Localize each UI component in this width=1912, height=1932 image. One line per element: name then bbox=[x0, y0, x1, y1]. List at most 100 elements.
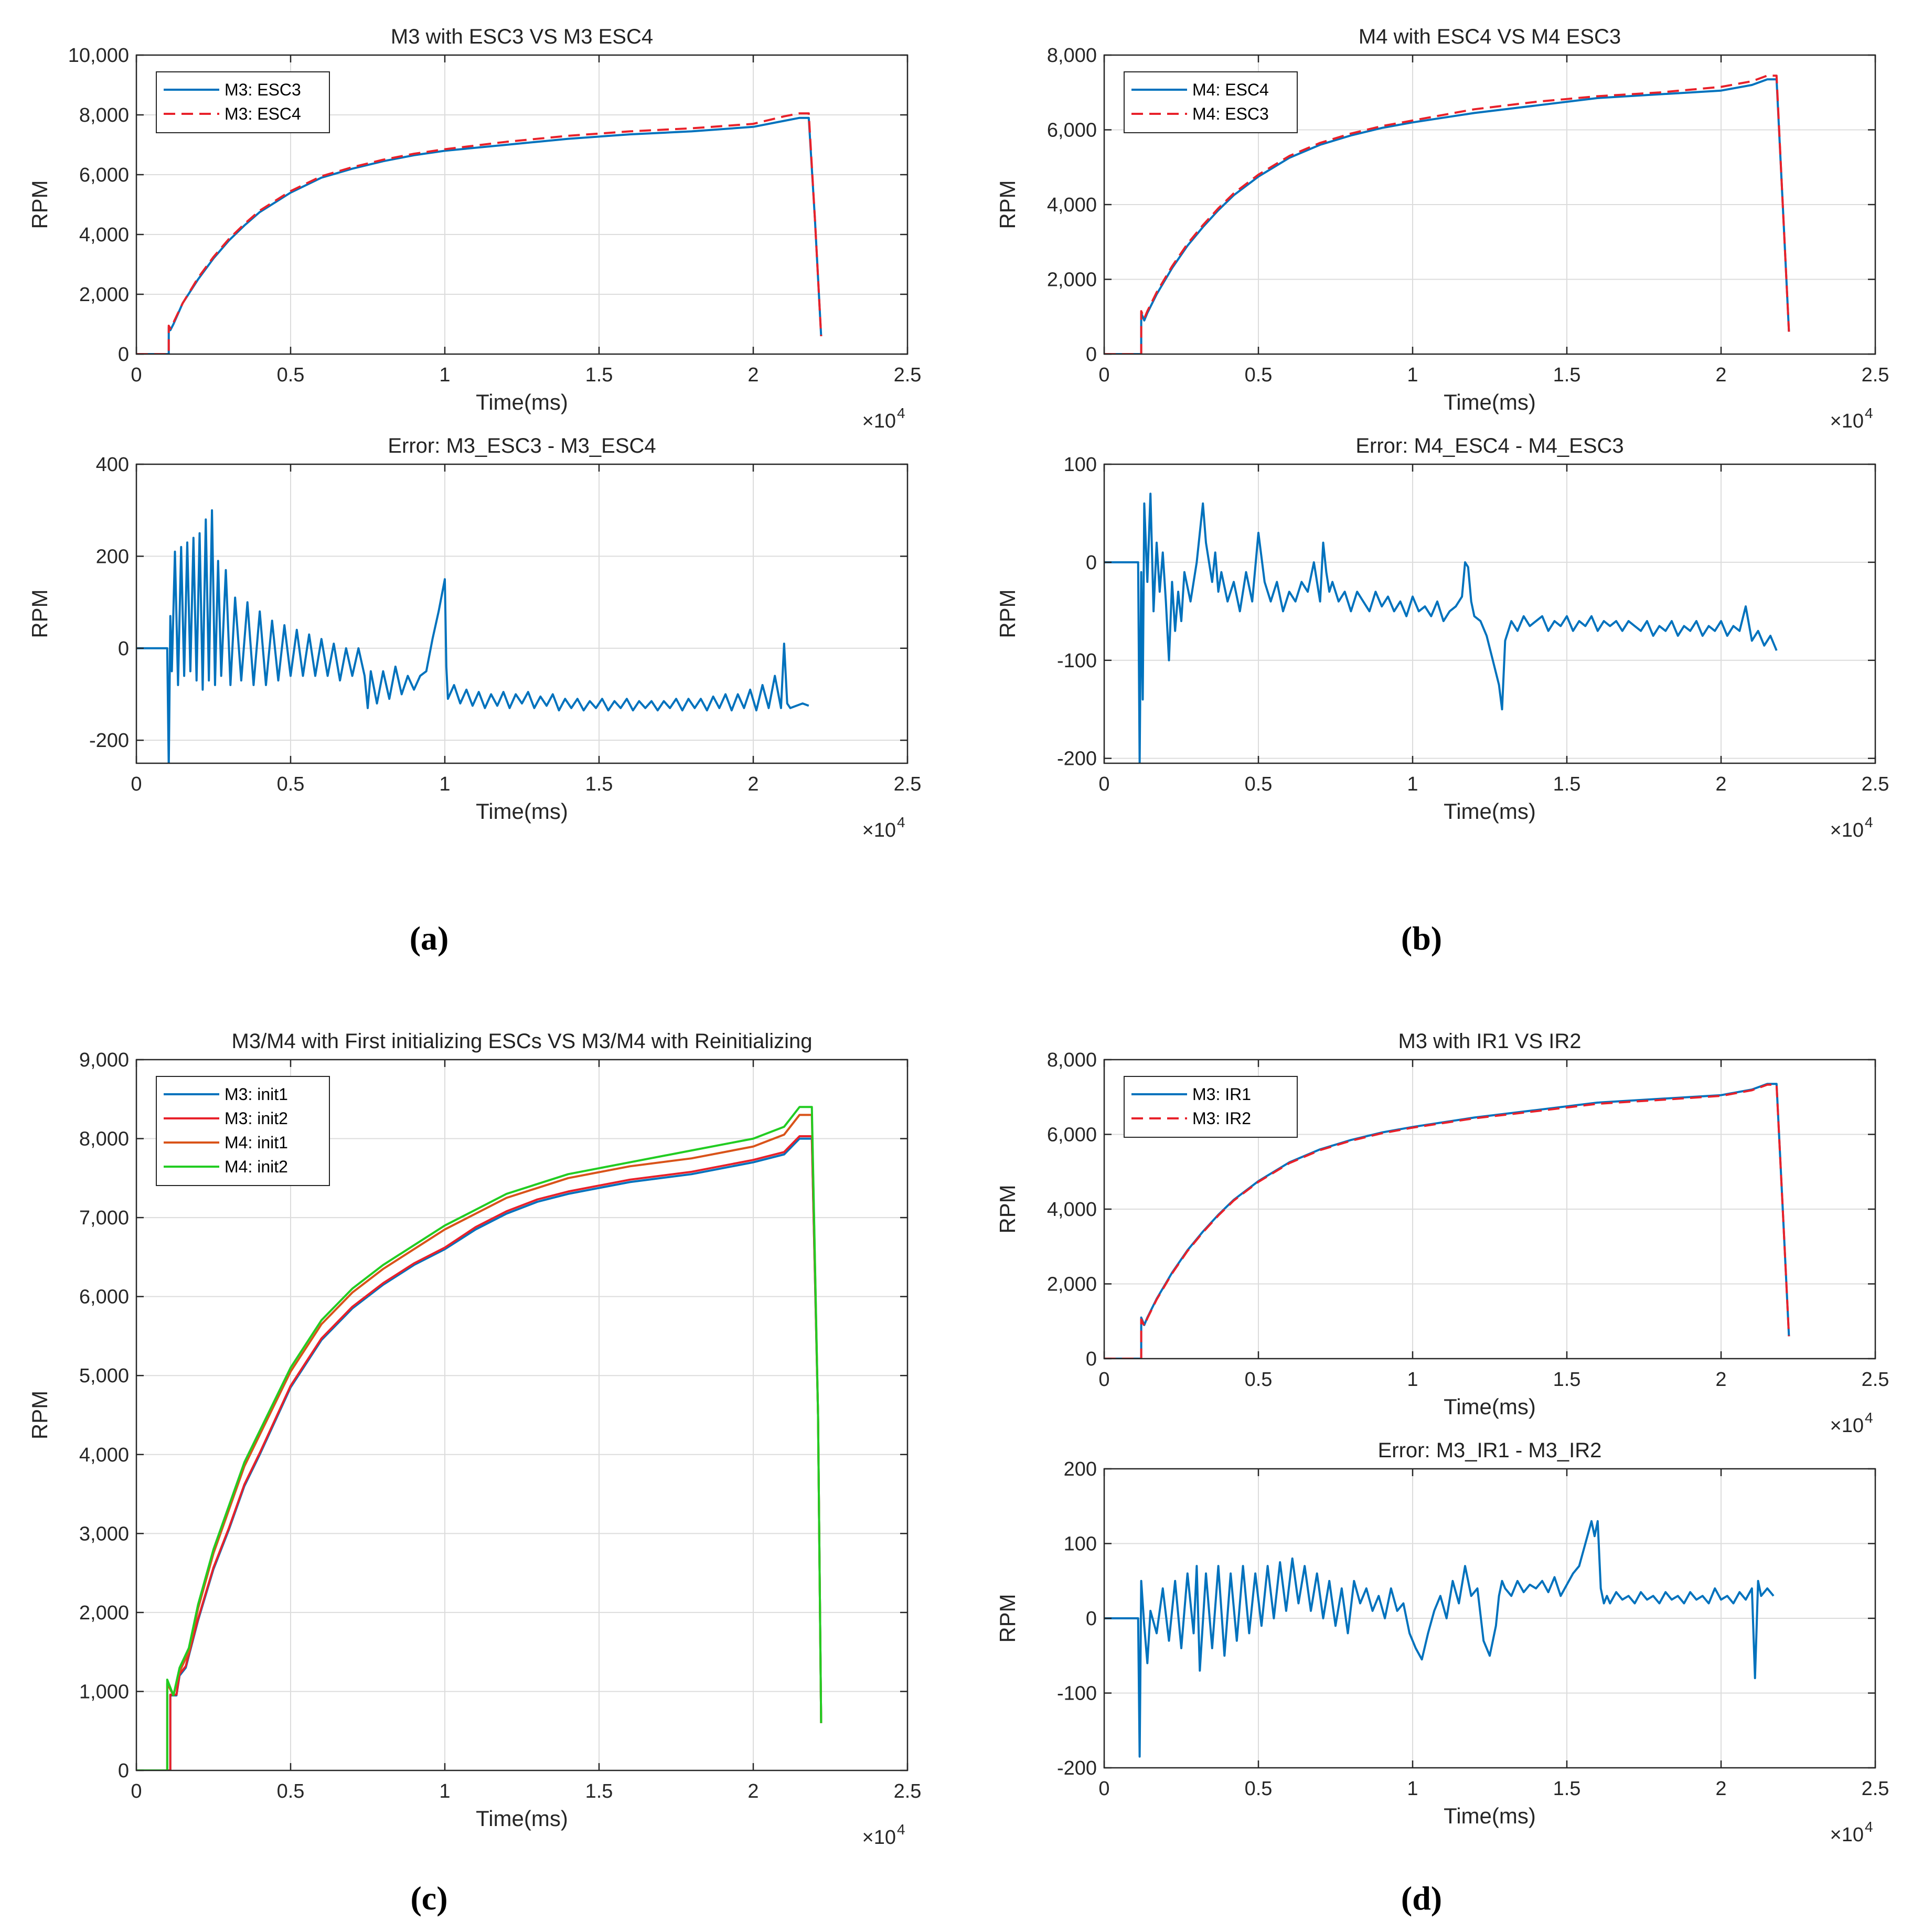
y-axis-label: RPM bbox=[995, 589, 1020, 638]
series-line-m3-init2 bbox=[136, 1135, 823, 1770]
chart-title: M3 with ESC3 VS M3 ESC4 bbox=[391, 25, 653, 48]
legend-label: M4: ESC4 bbox=[1192, 80, 1269, 99]
x-tick-label: 0.5 bbox=[277, 364, 305, 386]
y-tick-label: 2,000 bbox=[1047, 269, 1097, 291]
x-tick-label: 2 bbox=[747, 1780, 759, 1802]
x-axis-exponent-base: ×10 bbox=[1830, 410, 1864, 432]
y-tick-label: 10,000 bbox=[68, 45, 129, 67]
y-tick-label: 0 bbox=[118, 344, 129, 366]
legend-label: M3: init1 bbox=[225, 1085, 288, 1104]
series-line-m3-esc4 bbox=[136, 112, 823, 354]
chart-title: Error: M4_ESC4 - M4_ESC3 bbox=[1355, 434, 1623, 457]
y-tick-label: 6,000 bbox=[1047, 120, 1097, 142]
legend-label: M4: init2 bbox=[225, 1157, 288, 1176]
y-tick-label: 7,000 bbox=[79, 1207, 129, 1229]
x-tick-label: 2 bbox=[747, 364, 759, 386]
y-tick-label: -200 bbox=[1057, 1757, 1097, 1779]
x-tick-label: 2.5 bbox=[1862, 1778, 1889, 1800]
x-axis-exponent-power: 4 bbox=[1865, 1410, 1873, 1426]
y-tick-label: 100 bbox=[1064, 454, 1097, 476]
x-tick-label: 1.5 bbox=[585, 364, 613, 386]
y-tick-label: 4,000 bbox=[1047, 194, 1097, 216]
x-tick-label: 0 bbox=[1098, 773, 1109, 795]
axes-frame bbox=[135, 54, 909, 355]
y-tick-label: 8,000 bbox=[79, 1128, 129, 1150]
chart-b-bottom: 0 0.5 1 1.5 2 2.5 -200 -100 0 100 Error: M4_ESC4 -… bbox=[995, 434, 1889, 841]
y-tick-label: 200 bbox=[96, 546, 129, 568]
legend-label: M3: ESC4 bbox=[225, 104, 301, 123]
axes-frame bbox=[1103, 463, 1876, 764]
x-tick-label: 0.5 bbox=[1245, 773, 1273, 795]
y-tick-label: 400 bbox=[96, 454, 129, 476]
chart-title: Error: M3_IR1 - M3_IR2 bbox=[1378, 1439, 1602, 1462]
x-tick-label: 0.5 bbox=[277, 773, 305, 795]
x-axis-exponent: ×10 bbox=[862, 819, 896, 841]
x-tick-label: 2.5 bbox=[894, 364, 922, 386]
legend-label: M3: ESC3 bbox=[225, 80, 301, 99]
axes-frame bbox=[135, 1059, 909, 1771]
series-line-m4-esc3 bbox=[1104, 74, 1790, 354]
chart-c: 0 0.5 1 1.5 2 2.5 0 1,000 2,000 3,000 4,000 5,000 6,… bbox=[27, 1030, 921, 1849]
y-tick-label: 0 bbox=[1086, 552, 1097, 574]
y-axis-label: RPM bbox=[27, 1391, 52, 1439]
x-axis-exponent: ×10 bbox=[1830, 410, 1864, 432]
x-tick-label: 1 bbox=[1407, 364, 1418, 386]
y-tick-label: 8,000 bbox=[1047, 45, 1097, 67]
x-tick-label: 2 bbox=[1715, 364, 1726, 386]
x-tick-label: 1 bbox=[439, 364, 450, 386]
x-tick-label: 1.5 bbox=[1553, 1369, 1581, 1391]
y-tick-label: -100 bbox=[1057, 650, 1097, 672]
x-axis-label: Time(ms) bbox=[476, 799, 568, 824]
y-tick-label: 6,000 bbox=[79, 164, 129, 186]
y-tick-label: 100 bbox=[1064, 1533, 1097, 1555]
legend-label: M4: init1 bbox=[225, 1133, 288, 1152]
y-tick-label: 3,000 bbox=[79, 1523, 129, 1545]
x-axis-exponent: ×10 bbox=[1830, 1415, 1864, 1437]
y-axis-label: RPM bbox=[995, 180, 1020, 229]
x-axis-label: Time(ms) bbox=[476, 390, 568, 414]
x-axis-exponent: ×10 bbox=[1830, 1824, 1864, 1846]
series-line-m4-init2 bbox=[136, 1106, 823, 1770]
y-tick-label: 4,000 bbox=[79, 224, 129, 246]
x-tick-label: 0 bbox=[1098, 364, 1109, 386]
series-line-error bbox=[136, 509, 809, 763]
x-axis-label: Time(ms) bbox=[1444, 390, 1536, 414]
y-tick-label: -100 bbox=[1057, 1683, 1097, 1705]
caption-b: (b) bbox=[1401, 920, 1442, 957]
x-tick-label: 2 bbox=[1715, 1369, 1726, 1391]
x-tick-label: 1 bbox=[1407, 1778, 1418, 1800]
y-axis-label: RPM bbox=[27, 589, 52, 638]
y-tick-label: -200 bbox=[89, 730, 129, 752]
y-tick-label: 4,000 bbox=[79, 1444, 129, 1466]
x-axis-exponent-base: ×10 bbox=[1830, 819, 1864, 841]
y-tick-label: 1,000 bbox=[79, 1681, 129, 1703]
x-tick-label: 2 bbox=[1715, 1778, 1726, 1800]
x-tick-label: 0.5 bbox=[1245, 1369, 1273, 1391]
x-tick-label: 2.5 bbox=[1862, 1369, 1889, 1391]
series-line-m4-init1 bbox=[136, 1114, 823, 1770]
x-tick-label: 2.5 bbox=[1862, 773, 1889, 795]
x-axis-exponent-power: 4 bbox=[1865, 405, 1873, 421]
chart-d-top: 0 0.5 1 1.5 2 2.5 0 2,000 4,000 6,000 8,000 M3 with… bbox=[995, 1030, 1889, 1437]
legend-label: M3: init2 bbox=[225, 1109, 288, 1128]
x-tick-label: 2.5 bbox=[894, 773, 922, 795]
x-tick-label: 0.5 bbox=[1245, 1778, 1273, 1800]
x-tick-label: 0 bbox=[131, 1780, 142, 1802]
series-line-m4-esc4 bbox=[1104, 78, 1790, 354]
x-tick-label: 1 bbox=[1407, 1369, 1418, 1391]
x-axis-exponent: ×10 bbox=[1830, 819, 1864, 841]
x-axis-exponent-power: 4 bbox=[897, 405, 905, 421]
y-tick-label: 0 bbox=[1086, 344, 1097, 366]
x-tick-label: 1 bbox=[439, 773, 450, 795]
x-tick-label: 1.5 bbox=[1553, 773, 1581, 795]
x-axis-exponent-base: ×10 bbox=[862, 1827, 896, 1849]
y-tick-label: 8,000 bbox=[79, 104, 129, 126]
x-tick-label: 1.5 bbox=[1553, 1778, 1581, 1800]
series-line-m3-ir2 bbox=[1104, 1083, 1790, 1359]
x-tick-label: 0.5 bbox=[277, 1780, 305, 1802]
y-tick-label: 2,000 bbox=[79, 284, 129, 306]
chart-b-top: 0 0.5 1 1.5 2 2.5 0 2,000 4,000 6,000 8,000 M4 with… bbox=[995, 25, 1889, 432]
legend-label: M3: IR2 bbox=[1192, 1109, 1251, 1128]
